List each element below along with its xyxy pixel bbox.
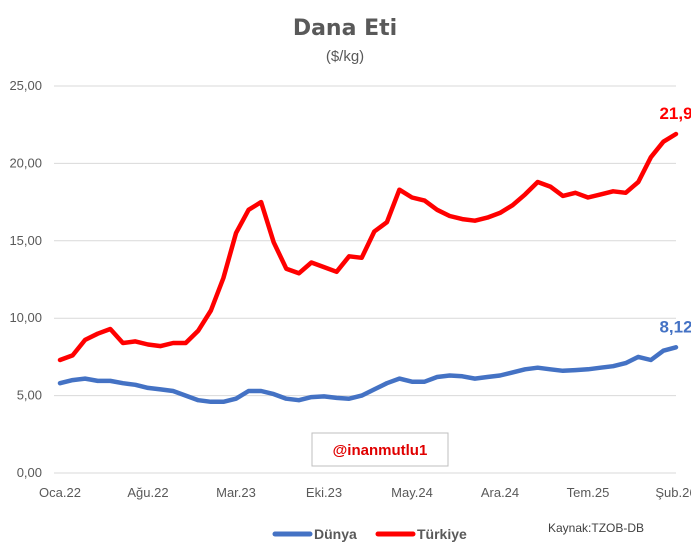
x-tick-label: Oca.22 bbox=[39, 485, 81, 500]
x-tick-label: Mar.23 bbox=[216, 485, 256, 500]
y-tick-label: 0,00 bbox=[17, 465, 42, 480]
end-label-turkiye: 21,9 bbox=[659, 104, 691, 123]
end-label-dunya: 8,12 bbox=[659, 317, 691, 336]
y-tick-label: 20,00 bbox=[9, 155, 42, 170]
y-tick-label: 5,00 bbox=[17, 388, 42, 403]
x-tick-label: Şub.26 bbox=[655, 485, 691, 500]
x-tick-label: Ara.24 bbox=[481, 485, 519, 500]
source-label: Kaynak:TZOB-DB bbox=[548, 521, 644, 535]
x-tick-label: Tem.25 bbox=[567, 485, 610, 500]
y-axis-ticks: 0,00 5,00 10,00 15,00 20,00 25,00 bbox=[9, 78, 42, 480]
chart-subtitle: ($/kg) bbox=[326, 48, 364, 65]
gridlines bbox=[54, 85, 676, 474]
series-lines bbox=[57, 131, 679, 405]
x-tick-label: May.24 bbox=[391, 485, 433, 500]
end-labels: 8,12 21,9 bbox=[659, 104, 691, 336]
legend-label-turkiye: Türkiye bbox=[417, 526, 467, 542]
series-line-dunya bbox=[57, 345, 679, 405]
legend-label-dunya: Dünya bbox=[314, 526, 357, 542]
series-line-turkiye bbox=[57, 131, 679, 363]
y-tick-label: 25,00 bbox=[9, 78, 42, 93]
x-tick-label: Ağu.22 bbox=[127, 485, 168, 500]
x-tick-label: Eki.23 bbox=[306, 485, 342, 500]
watermark-text: @inanmutlu1 bbox=[333, 442, 428, 459]
x-axis-ticks: Oca.22 Ağu.22 Mar.23 Eki.23 May.24 Ara.24 Tem.… bbox=[39, 485, 691, 500]
y-tick-label: 15,00 bbox=[9, 233, 42, 248]
watermark: @inanmutlu1 bbox=[311, 432, 449, 467]
chart-title: Dana Eti bbox=[293, 16, 397, 41]
watermark-box bbox=[311, 432, 449, 467]
y-tick-label: 10,00 bbox=[9, 310, 42, 325]
legend: Dünya Türkiye bbox=[272, 526, 467, 542]
